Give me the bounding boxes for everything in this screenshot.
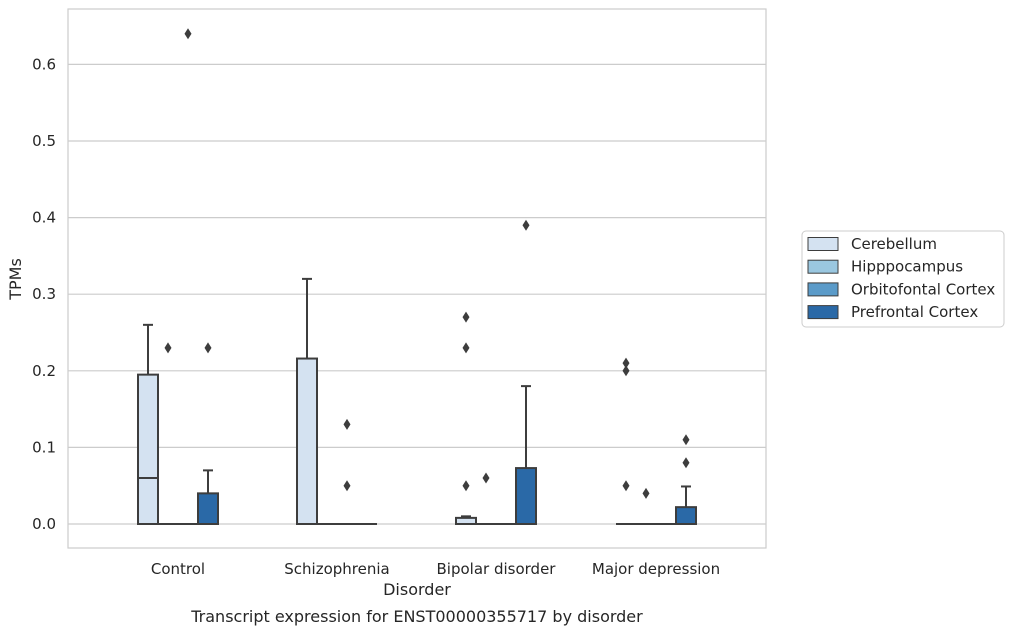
outlier-point (482, 472, 490, 484)
outlier-point (164, 342, 172, 354)
box-cerebellum (296, 277, 318, 525)
legend-label: Orbitofontal Cortex (851, 280, 995, 298)
outlier-point (622, 365, 630, 377)
grid-lines (68, 63, 766, 525)
box-orbitofontal-cortex (178, 28, 198, 525)
box-cerebellum (455, 311, 477, 526)
outlier-point (682, 434, 690, 446)
outlier-point (622, 480, 630, 492)
outlier-point (682, 457, 690, 469)
box-hipppocampus (158, 342, 178, 525)
outlier-point (462, 480, 470, 492)
outlier-point (184, 28, 192, 40)
x-tick-label: Bipolar disorder (437, 560, 557, 578)
y-tick-label: 0.4 (32, 209, 56, 227)
box-cerebellum (137, 323, 159, 525)
outlier-point (522, 219, 530, 231)
y-tick-label: 0.3 (32, 285, 56, 303)
y-tick-label: 0.2 (32, 362, 56, 380)
outlier-point (462, 342, 470, 354)
y-axis-label: TPMs (6, 258, 25, 301)
legend-label: Cerebellum (851, 235, 937, 253)
y-tick-labels: 0.0 0.1 0.2 0.3 0.4 0.5 0.6 (32, 55, 56, 533)
box-hipppocampus (636, 487, 656, 525)
legend-swatch (807, 305, 839, 320)
outlier-point (622, 357, 630, 369)
outlier-point (204, 342, 212, 354)
x-tick-labels: Control Schizophrenia Bipolar disorder Majo… (151, 560, 720, 578)
box-cerebellum (616, 357, 636, 525)
y-tick-label: 0.6 (32, 55, 56, 73)
y-tick-label: 0.1 (32, 438, 56, 456)
outlier-point (642, 487, 650, 499)
legend-label: Prefrontal Cortex (851, 303, 978, 321)
x-tick-label: Major depression (592, 560, 720, 578)
legend-label: Hipppocampus (851, 258, 963, 276)
outlier-point (462, 311, 470, 323)
x-tick-label: Control (151, 560, 205, 578)
legend-swatch (807, 237, 839, 251)
box-series (137, 28, 697, 526)
box-prefrontal-cortex (197, 342, 219, 525)
y-tick-label: 0.0 (32, 515, 56, 533)
legend-swatch (807, 282, 839, 297)
box-orbitofontal-cortex (337, 418, 357, 525)
x-axis-label: Disorder (383, 580, 451, 599)
legend-frame (801, 230, 1005, 328)
plot-area-frame (67, 8, 767, 549)
x-tick-label: Schizophrenia (284, 560, 389, 578)
chart-caption: Transcript expression for ENST0000035571… (190, 607, 643, 626)
box-hipppocampus (476, 472, 496, 525)
box-body (197, 492, 219, 525)
box-prefrontal-cortex (675, 434, 697, 526)
y-tick-label: 0.5 (32, 132, 56, 150)
box-body (515, 467, 537, 525)
outlier-point (343, 480, 351, 492)
box-body (137, 373, 159, 525)
outlier-point (343, 418, 351, 430)
legend: Cerebellum Hipppocampus Orbitofontal Corte… (801, 230, 1005, 328)
box-body (296, 357, 318, 525)
box-body (675, 506, 697, 526)
box-prefrontal-cortex (515, 219, 537, 525)
legend-swatch (807, 259, 839, 274)
